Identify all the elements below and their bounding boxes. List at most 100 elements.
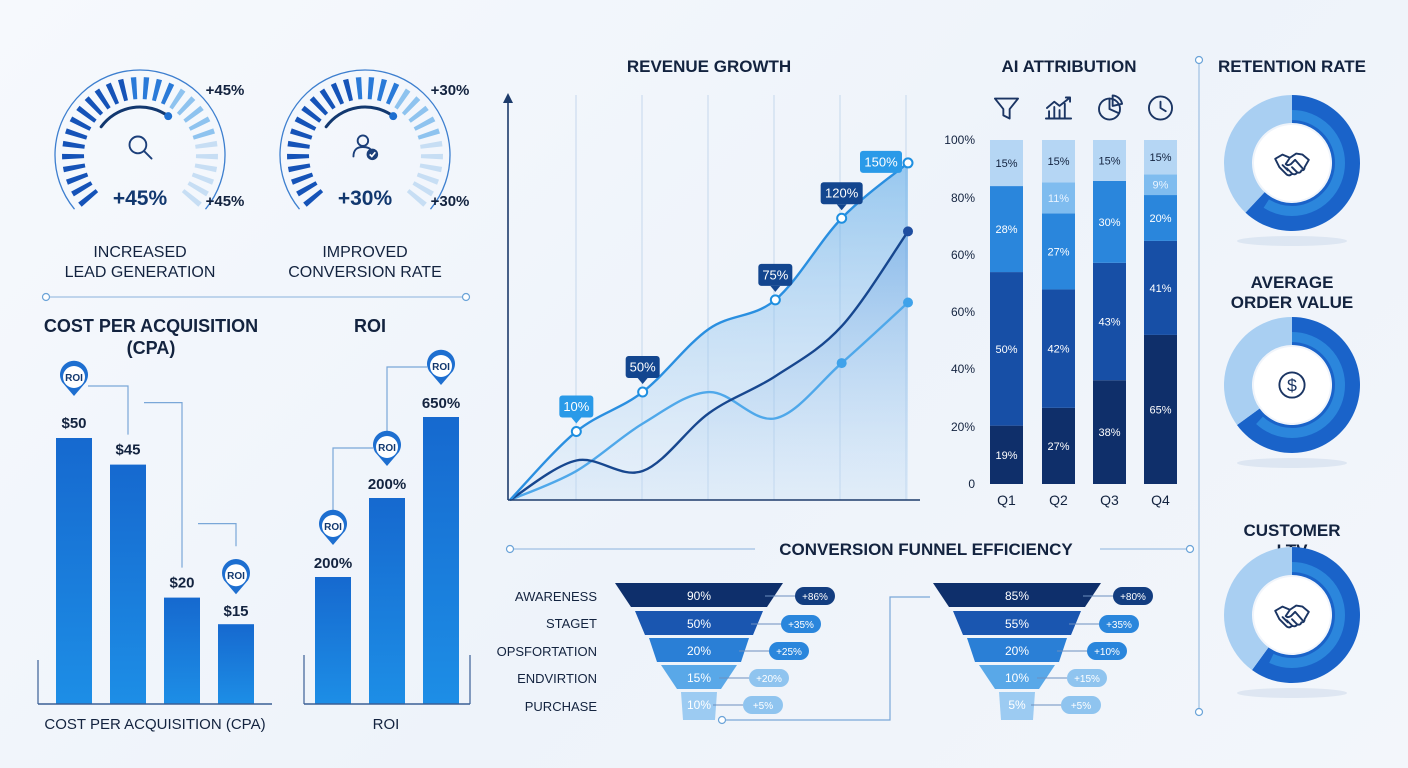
gauges-panel: +45% +45% +45% +30% +30% +30%: [54, 69, 470, 210]
gauge-segment: [406, 189, 427, 207]
revenue-marker: [903, 297, 913, 308]
funnel-layer: [933, 583, 1101, 607]
cpa-bar: [110, 464, 146, 704]
gauge-badge-top: +30%: [431, 82, 470, 99]
attribution-segment-label: 30%: [1098, 217, 1120, 229]
funnel-value: 10%: [687, 698, 711, 712]
gauge-segment: [416, 172, 440, 185]
attribution-segment: [1042, 213, 1075, 290]
funnel-layer: [635, 611, 763, 635]
attribution-y-tick: 80%: [951, 191, 975, 205]
roi-pin-label: ROI: [227, 571, 245, 582]
gauge-needle-dot: [164, 112, 173, 121]
donut-slice: [1224, 95, 1292, 213]
funnels-chart: 90% +86% 50% +35% 20% +25% 15% +20% 10% +5% 85% +80…: [615, 583, 1153, 725]
revenue-marker: [903, 226, 913, 237]
gauge-label-lead-2: LEAD GENERATION: [64, 264, 216, 281]
gauge-segment: [412, 181, 434, 197]
gauge-badge-top: +45%: [206, 82, 245, 99]
gauge-segment: [160, 82, 175, 105]
gauge-segment: [191, 172, 215, 185]
funnel-badge-label: +35%: [1106, 620, 1132, 631]
attribution-y-tick: 0: [968, 477, 975, 491]
conversion-rate-gauge: +30% +30% +30%: [279, 69, 470, 210]
attribution-segment-label: 9%: [1153, 180, 1169, 192]
funnel-layer: [615, 583, 783, 607]
funnel-badge-label: +5%: [1071, 701, 1091, 712]
gauge-segment: [71, 181, 93, 197]
gauge-segment: [194, 163, 218, 173]
roi-bar: [369, 498, 405, 704]
funnel-value: 55%: [1005, 617, 1029, 631]
attribution-x-tick: Q4: [1151, 492, 1170, 508]
funnel-layer: [681, 692, 717, 720]
attribution-segment: [1042, 289, 1075, 408]
funnel-badge: [1087, 642, 1127, 660]
gauge-segment: [309, 96, 329, 116]
roi-bar-label: 650%: [422, 395, 460, 412]
side-divider: [1194, 55, 1204, 717]
revenue-marker: [836, 212, 848, 224]
cpa-footer: COST PER ACQUISITION (CPA): [44, 716, 266, 733]
attribution-segment: [1144, 334, 1177, 484]
roi-pin-label: ROI: [378, 443, 396, 454]
gauge-segment: [192, 128, 215, 140]
gauge-segment: [330, 82, 345, 105]
attribution-y-tick: 100%: [944, 133, 975, 147]
gauge-badge-bottom: +30%: [431, 193, 470, 210]
funnel-layer: [953, 611, 1081, 635]
funnel-link-dot: [717, 715, 727, 725]
pie-icon: [1098, 94, 1124, 121]
funnel-stage-label: AWARENESS: [514, 589, 597, 604]
gauge-segment: [319, 88, 336, 110]
revenue-marker: [637, 386, 649, 398]
attribution-segment: [1093, 180, 1126, 263]
attribution-segment-label: 27%: [1047, 441, 1069, 453]
funnel-badge-label: +35%: [788, 620, 814, 631]
attribution-segment: [1144, 174, 1177, 196]
revenue-callout: 150%: [860, 150, 902, 173]
lead-generation-gauge: +45% +45% +45%: [54, 69, 245, 210]
revenue-chart: 10% 50% 75% 120% 150%: [503, 93, 920, 502]
gauge-segment: [355, 77, 363, 100]
funnel-badge-label: +20%: [756, 674, 782, 685]
roi-pin: ROI: [427, 349, 455, 385]
gauge-segment: [394, 88, 411, 110]
funnel-badge-label: +80%: [1120, 592, 1146, 603]
gauge-segment: [105, 82, 120, 105]
gauge-segment: [78, 189, 99, 207]
gauge-segment: [377, 78, 388, 102]
funnel-badge-label: +86%: [802, 592, 828, 603]
gauge-segment: [65, 172, 89, 185]
bar-trend-icon: [1044, 96, 1073, 120]
revenue-marker: [570, 426, 582, 438]
cpa-bar-label: $15: [223, 603, 248, 620]
gauge-label-conv-1: IMPROVED: [322, 244, 408, 261]
funnel-value: 90%: [687, 589, 711, 603]
gauge-segment: [303, 189, 324, 207]
funnel-badge: [1067, 669, 1107, 687]
funnel-divider: [505, 544, 1195, 554]
attribution-segment: [1093, 380, 1126, 484]
cpa-bar-label: $45: [115, 442, 140, 459]
gauge-segment: [408, 105, 429, 123]
revenue-callout: 10%: [559, 395, 594, 424]
funnel-badge: [781, 615, 821, 633]
cpa-bar: [164, 597, 200, 704]
donuts-panel: $: [1223, 95, 1360, 698]
gauge-label-conv-2: CONVERSION RATE: [288, 264, 442, 281]
roi-pin-label: ROI: [432, 362, 450, 373]
donut-slice: [1224, 317, 1292, 425]
revenue-callout-label: 75%: [762, 267, 788, 282]
roi-pin: ROI: [373, 430, 401, 466]
funnel-badge: [743, 696, 783, 714]
attribution-segment-label: 27%: [1047, 246, 1069, 258]
retention-title: RETENTION RATE: [1218, 57, 1366, 76]
cpa-bar: [56, 438, 92, 704]
funnel-stage-label: PURCHASE: [524, 699, 597, 714]
roi-bar-label: 200%: [368, 476, 406, 493]
gauge-segment: [290, 128, 313, 140]
attribution-chart: 0 20% 40% 60% 60% 80% 100% 19% 50% 28% 15% Q1 27% 42…: [944, 94, 1177, 508]
cpa-bar-label: $20: [169, 575, 194, 592]
